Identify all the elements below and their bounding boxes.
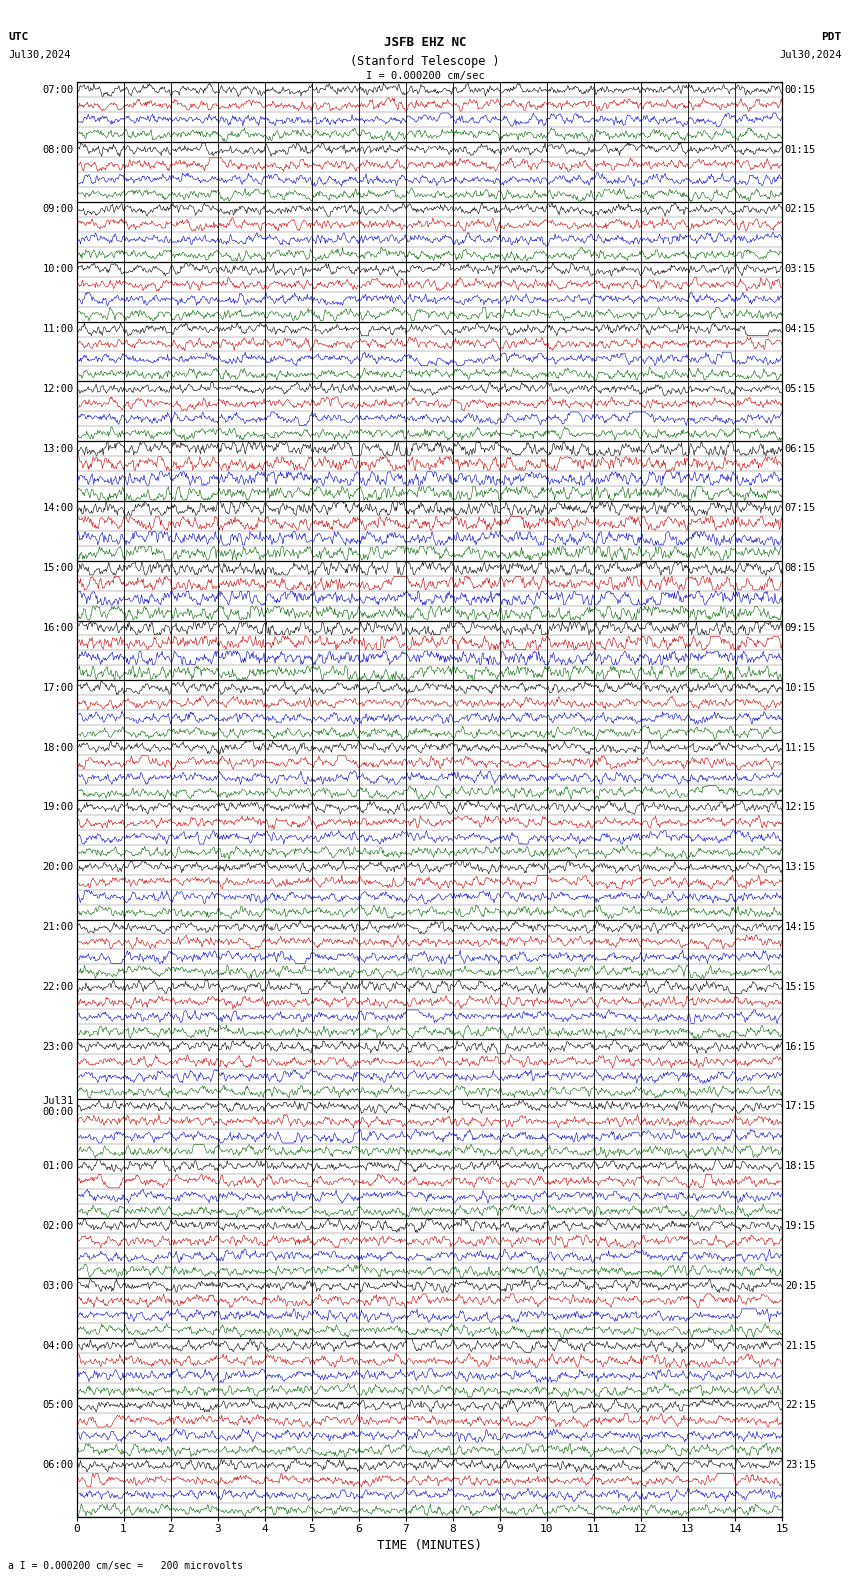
Text: (Stanford Telescope ): (Stanford Telescope ) [350, 54, 500, 68]
Text: JSFB EHZ NC: JSFB EHZ NC [383, 35, 467, 49]
Text: I = 0.000200 cm/sec: I = 0.000200 cm/sec [366, 71, 484, 81]
Text: Jul30,2024: Jul30,2024 [779, 49, 842, 60]
Text: UTC: UTC [8, 32, 29, 43]
Text: a I = 0.000200 cm/sec =   200 microvolts: a I = 0.000200 cm/sec = 200 microvolts [8, 1562, 243, 1571]
Text: PDT: PDT [821, 32, 842, 43]
X-axis label: TIME (MINUTES): TIME (MINUTES) [377, 1538, 482, 1552]
Text: Jul30,2024: Jul30,2024 [8, 49, 71, 60]
